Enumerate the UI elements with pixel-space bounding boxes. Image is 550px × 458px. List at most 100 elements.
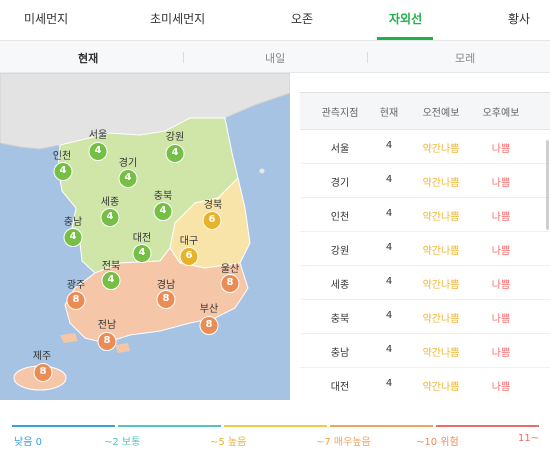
tab-pm10[interactable]: 미세먼지 [24,12,69,26]
pm-forecast: 나쁨 [491,212,511,223]
am-forecast: 약간나쁨 [422,178,460,189]
uv-badge[interactable]: 4 [88,142,108,161]
uv-badge[interactable]: 8 [97,332,117,351]
region-label: 서울 [88,130,108,141]
region-label: 경남 [156,280,176,291]
region-label: 제주 [32,351,52,362]
station-name: 충남 [330,348,350,359]
region-label: 전남 [97,320,117,331]
tab-tomorrow[interactable]: 내일 [265,52,286,65]
region-label: 부산 [199,304,219,315]
legend-bar-danger [436,425,539,427]
current-value: 4 [385,276,393,287]
current-value: 4 [385,140,393,151]
am-forecast: 약간나쁨 [422,348,460,359]
pm-forecast: 나쁨 [491,178,511,189]
legend-bar-high [224,425,327,427]
pm-forecast: 나쁨 [491,280,511,291]
region-label: 대전 [132,233,152,244]
am-forecast: 약간나쁨 [422,212,460,223]
pm-forecast: 나쁨 [491,246,511,257]
tab-pm25[interactable]: 초미세먼지 [150,12,206,26]
current-value: 4 [385,310,393,321]
region-label: 강원 [165,132,185,143]
am-forecast: 약간나쁨 [422,246,460,257]
region-label: 경기 [118,158,138,169]
uv-badge[interactable]: 8 [33,363,53,382]
region-label: 울산 [220,264,240,275]
legend-label-danger: ~10 위험 [416,437,459,448]
table-row: 서울 4 약간나쁨 나쁨 [300,130,550,164]
region-label: 충북 [153,191,173,202]
region-label: 충남 [63,217,83,228]
table-header: 관측지점 현재 오전예보 오후예보 [300,92,550,130]
uv-badge[interactable]: 8 [66,291,86,310]
pm-forecast: 나쁨 [491,382,511,393]
pm-forecast: 나쁨 [491,348,511,359]
current-value: 4 [385,174,393,185]
current-value: 4 [385,378,393,389]
column-header-pm: 오후예보 [482,108,520,119]
station-name: 대전 [330,382,350,393]
divider [0,40,550,41]
uv-badge[interactable]: 4 [165,144,185,163]
region-label: 전북 [101,261,121,272]
tab-today[interactable]: 현재 [78,52,99,65]
uv-badge[interactable]: 4 [132,244,152,263]
tab-uv[interactable]: 자외선 [389,12,423,26]
active-tab-indicator [377,37,433,40]
table-row: 강원 4 약간나쁨 나쁨 [300,232,550,266]
uv-badge[interactable]: 4 [118,169,138,188]
legend-bar-normal [118,425,221,427]
column-header-now: 현재 [379,108,399,119]
divider [367,52,368,63]
region-label: 경북 [203,200,223,211]
uv-badge[interactable]: 4 [63,228,83,247]
station-name: 인천 [330,212,350,223]
am-forecast: 약간나쁨 [422,280,460,291]
uv-badge[interactable]: 4 [53,162,73,181]
uv-badge[interactable]: 4 [100,208,120,227]
uv-badge[interactable]: 6 [179,247,199,266]
legend-label-normal: ~2 보통 [104,437,141,448]
table-row: 세종 4 약간나쁨 나쁨 [300,266,550,300]
legend-bar-very-high [330,425,433,427]
table-row: 충북 4 약간나쁨 나쁨 [300,300,550,334]
station-name: 서울 [330,144,350,155]
station-name: 세종 [330,280,350,291]
uv-badge[interactable]: 8 [156,290,176,309]
legend-label-extreme: 11~ [518,433,540,444]
uv-table: 관측지점 현재 오전예보 오후예보 서울 4 약간나쁨 나쁨 경기 4 약간나쁨… [300,92,550,400]
region-label: 세종 [100,197,120,208]
tab-day-after[interactable]: 모레 [455,52,476,65]
region-label: 인천 [52,151,72,162]
am-forecast: 약간나쁨 [422,314,460,325]
uv-badge[interactable]: 4 [153,202,173,221]
uv-badge[interactable]: 6 [202,211,222,230]
table-row: 대전 4 약간나쁨 나쁨 [300,368,550,400]
uv-badge[interactable]: 8 [199,316,219,335]
region-label: 광주 [66,280,86,291]
am-forecast: 약간나쁨 [422,382,460,393]
uv-badge[interactable]: 8 [220,274,240,293]
table-row: 경기 4 약간나쁨 나쁨 [300,164,550,198]
uv-badge[interactable]: 4 [101,271,121,290]
current-value: 4 [385,208,393,219]
column-header-station: 관측지점 [321,108,359,119]
station-name: 강원 [330,246,350,257]
category-tabs: 미세먼지 초미세먼지 오존 자외선 황사 [0,0,550,41]
legend-label-very-high: ~7 매우높음 [316,437,371,448]
divider [183,52,184,63]
region-label: 대구 [179,236,199,247]
tab-ozone[interactable]: 오존 [291,12,314,26]
legend-label-low: 낮음 0 [14,437,42,448]
am-forecast: 약간나쁨 [422,144,460,155]
table-scrollbar[interactable] [546,140,549,230]
current-value: 4 [385,344,393,355]
pm-forecast: 나쁨 [491,144,511,155]
table-row: 충남 4 약간나쁨 나쁨 [300,334,550,368]
legend-label-high: ~5 높음 [210,437,247,448]
table-row: 인천 4 약간나쁨 나쁨 [300,198,550,232]
column-header-am: 오전예보 [422,108,460,119]
tab-yellow-dust[interactable]: 황사 [508,12,531,26]
